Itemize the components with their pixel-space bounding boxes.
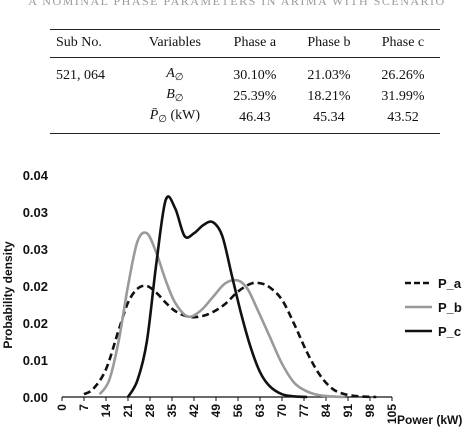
x-tick-label: 21 <box>121 404 135 418</box>
table-caption: A NOMINAL PHASE PARAMETERS IN ARIMA WITH… <box>28 0 446 8</box>
header-phase-a: Phase a <box>217 31 292 58</box>
phase-parameters-table: Sub No. Variables Phase a Phase b Phase … <box>50 31 440 134</box>
series-line-p-a <box>83 281 377 399</box>
y-axis-ticks: 0.00 0.01 0.02 0.02 0.03 0.03 0.04 <box>23 168 49 405</box>
table-row: B∅ 25.39% 18.21% 31.99% <box>50 86 440 107</box>
legend-label: P_c <box>438 324 461 339</box>
y-tick-label: 0.01 <box>23 353 48 368</box>
x-tick-label: 77 <box>297 404 311 418</box>
x-axis-label: Power (kW) <box>397 413 462 427</box>
header-variables: Variables <box>131 31 218 58</box>
y-tick-label: 0.03 <box>23 205 48 220</box>
phase-c-cell: 26.26% <box>381 68 425 83</box>
x-tick-label: 105 <box>385 404 399 424</box>
x-tick-label: 49 <box>209 404 223 418</box>
x-tick-label: 42 <box>187 404 201 418</box>
header-phase-b: Phase b <box>291 31 366 58</box>
x-tick-label: 28 <box>143 404 157 418</box>
x-axis-ticks: 0 7 14 21 28 35 42 49 56 63 70 77 84 91 98 105 <box>55 397 399 424</box>
legend-label: P_a <box>438 276 462 291</box>
series-line-p-b <box>98 231 345 399</box>
x-tick-label: 70 <box>275 404 289 418</box>
series-line-p-c <box>126 195 308 399</box>
legend-label: P_b <box>438 300 462 315</box>
phase-c-cell: 31.99% <box>381 89 425 104</box>
x-tick-label: 14 <box>99 404 113 418</box>
phase-a-cell: 46.43 <box>217 107 292 134</box>
phase-b-cell: 18.21% <box>307 89 351 104</box>
x-tick-label: 84 <box>319 404 333 418</box>
table-header-row: Sub No. Variables Phase a Phase b Phase … <box>50 31 440 58</box>
header-phase-c: Phase c <box>365 31 440 58</box>
x-tick-label: 0 <box>55 404 69 411</box>
x-tick-label: 56 <box>231 404 245 418</box>
x-tick-label: 7 <box>77 404 91 411</box>
phase-a-cell: 30.10% <box>233 68 277 83</box>
chart-legend: P_a P_b P_c <box>405 276 462 339</box>
x-tick-label: 91 <box>341 404 355 418</box>
table-row: 521, 064 A∅ 30.10% 21.03% 26.26% <box>50 58 440 87</box>
y-tick-label: 0.04 <box>23 168 49 183</box>
y-tick-label: 0.03 <box>23 242 48 257</box>
header-sub-no: Sub No. <box>50 31 132 58</box>
phase-b-cell: 45.34 <box>291 107 366 134</box>
variable-cell: P̄∅ (kW) <box>131 107 218 134</box>
series-lines <box>83 195 377 399</box>
phase-b-cell: 21.03% <box>307 68 351 83</box>
x-tick-label: 35 <box>165 404 179 418</box>
y-tick-label: 0.00 <box>23 390 48 405</box>
probability-density-chart: 0.00 0.01 0.02 0.02 0.03 0.03 0.04 0 7 14 21 28 35 4… <box>1 168 462 427</box>
x-tick-label: 63 <box>253 404 267 418</box>
y-tick-label: 0.02 <box>23 279 48 294</box>
phase-c-cell: 43.52 <box>365 107 440 134</box>
y-tick-label: 0.02 <box>23 316 48 331</box>
sub-no-cell: 521, 064 <box>56 68 105 83</box>
table-row: P̄∅ (kW) 46.43 45.34 43.52 <box>50 107 440 134</box>
variable-cell: A∅ <box>166 66 184 83</box>
y-axis-label: Probability density <box>1 241 15 349</box>
table-top-rule <box>50 29 440 30</box>
phase-a-cell: 25.39% <box>233 89 277 104</box>
variable-cell: B∅ <box>166 87 184 104</box>
x-tick-label: 98 <box>363 404 377 418</box>
